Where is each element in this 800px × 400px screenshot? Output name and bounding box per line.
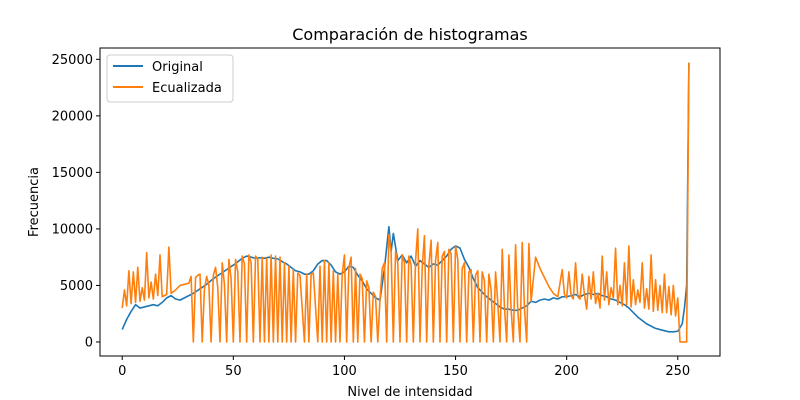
y-axis-title: Frecuencia	[27, 167, 42, 237]
x-axis: 0 50 100 150 200 250	[118, 356, 690, 379]
legend-label-ecualizada: Ecualizada	[152, 81, 222, 96]
x-tick-label: 200	[554, 364, 579, 379]
y-tick-label: 0	[85, 335, 93, 350]
y-tick-label: 10000	[52, 222, 93, 237]
y-tick-label: 25000	[52, 53, 93, 68]
y-tick-label: 5000	[60, 279, 93, 294]
y-tick-label: 15000	[52, 166, 93, 181]
x-tick-label: 50	[225, 364, 242, 379]
chart-title: Comparación de histogramas	[292, 25, 527, 44]
series-line-original	[121, 62, 690, 333]
y-axis: 0 5000 10000 15000 20000 25000	[52, 53, 100, 350]
legend: Original Ecualizada	[106, 54, 234, 103]
series-line-ecualizada	[121, 62, 690, 343]
y-tick-label: 20000	[52, 109, 93, 124]
legend-label-original: Original	[152, 60, 203, 75]
x-axis-title: Nivel de intensidad	[347, 385, 472, 400]
x-tick-label: 0	[118, 364, 126, 379]
x-tick-label: 150	[443, 364, 468, 379]
x-tick-label: 100	[332, 364, 357, 379]
series-layer	[121, 62, 690, 343]
plot-area: 0 50 100 150 200 250 0 5000 10000 15000 20000 2500…	[52, 47, 721, 379]
x-tick-label: 250	[665, 364, 690, 379]
plot-frame	[99, 47, 721, 357]
